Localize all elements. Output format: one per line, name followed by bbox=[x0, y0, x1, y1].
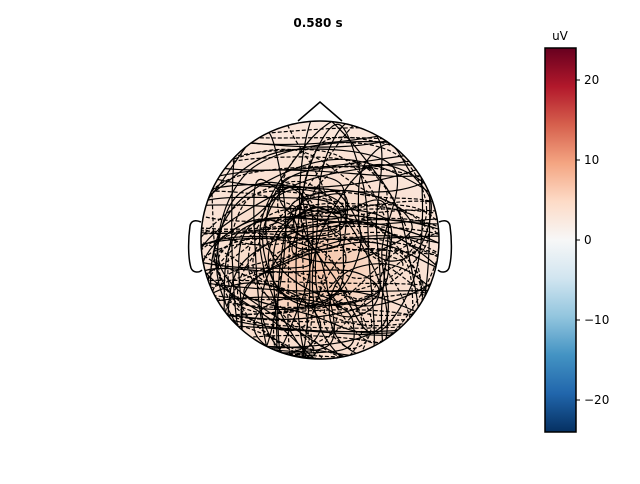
contour-line bbox=[201, 200, 439, 222]
contour-line bbox=[323, 293, 373, 350]
colorbar-tick-label: −20 bbox=[584, 393, 609, 407]
contour-line bbox=[217, 182, 347, 315]
contour-line bbox=[201, 281, 439, 293]
colorbar-gradient bbox=[544, 47, 577, 433]
contour-line bbox=[231, 121, 287, 359]
contour-line bbox=[210, 121, 330, 332]
contour-line bbox=[260, 218, 439, 359]
colorbar: uV −20 −10 0 10 20 bbox=[544, 29, 609, 433]
contour-line bbox=[201, 236, 439, 359]
contour-line bbox=[201, 148, 391, 357]
contour-line bbox=[201, 148, 429, 309]
contour-line bbox=[215, 181, 314, 358]
colorbar-tick-label: −10 bbox=[584, 313, 609, 327]
contour-line bbox=[213, 188, 347, 311]
contour-line bbox=[201, 243, 339, 359]
colorbar-tick-label: 0 bbox=[584, 233, 592, 247]
contour-line bbox=[201, 196, 342, 234]
contour-line bbox=[295, 123, 375, 359]
contour-line bbox=[240, 235, 439, 359]
colorbar-tick-label: 20 bbox=[584, 73, 599, 87]
contour-line bbox=[223, 271, 363, 359]
colorbar-ticks: −20 −10 0 10 20 bbox=[576, 73, 609, 407]
contour-line bbox=[238, 216, 439, 359]
colorbar-unit-label: uV bbox=[552, 29, 569, 43]
contour-line bbox=[277, 142, 428, 279]
contour-line bbox=[201, 217, 439, 232]
contour-line bbox=[267, 208, 393, 306]
head-topomap bbox=[187, 101, 453, 360]
nose-outline bbox=[297, 101, 343, 122]
contour-line bbox=[201, 190, 439, 359]
chart-title: 0.580 s bbox=[293, 16, 342, 30]
contour-line bbox=[209, 158, 439, 359]
contour-line bbox=[357, 143, 432, 262]
contour-line bbox=[287, 190, 439, 359]
contour-line bbox=[201, 225, 439, 359]
contour-lines bbox=[201, 121, 439, 359]
contour-line bbox=[201, 204, 439, 225]
head-outline bbox=[200, 120, 440, 360]
colorbar-tick-label: 10 bbox=[584, 153, 599, 167]
right-ear-outline bbox=[437, 220, 453, 273]
contour-line bbox=[201, 279, 439, 323]
contour-line bbox=[227, 190, 425, 359]
left-ear-outline bbox=[187, 220, 203, 273]
contour-line bbox=[262, 185, 362, 307]
contour-line bbox=[201, 209, 439, 230]
contour-line bbox=[201, 172, 439, 193]
contour-line bbox=[201, 202, 439, 359]
